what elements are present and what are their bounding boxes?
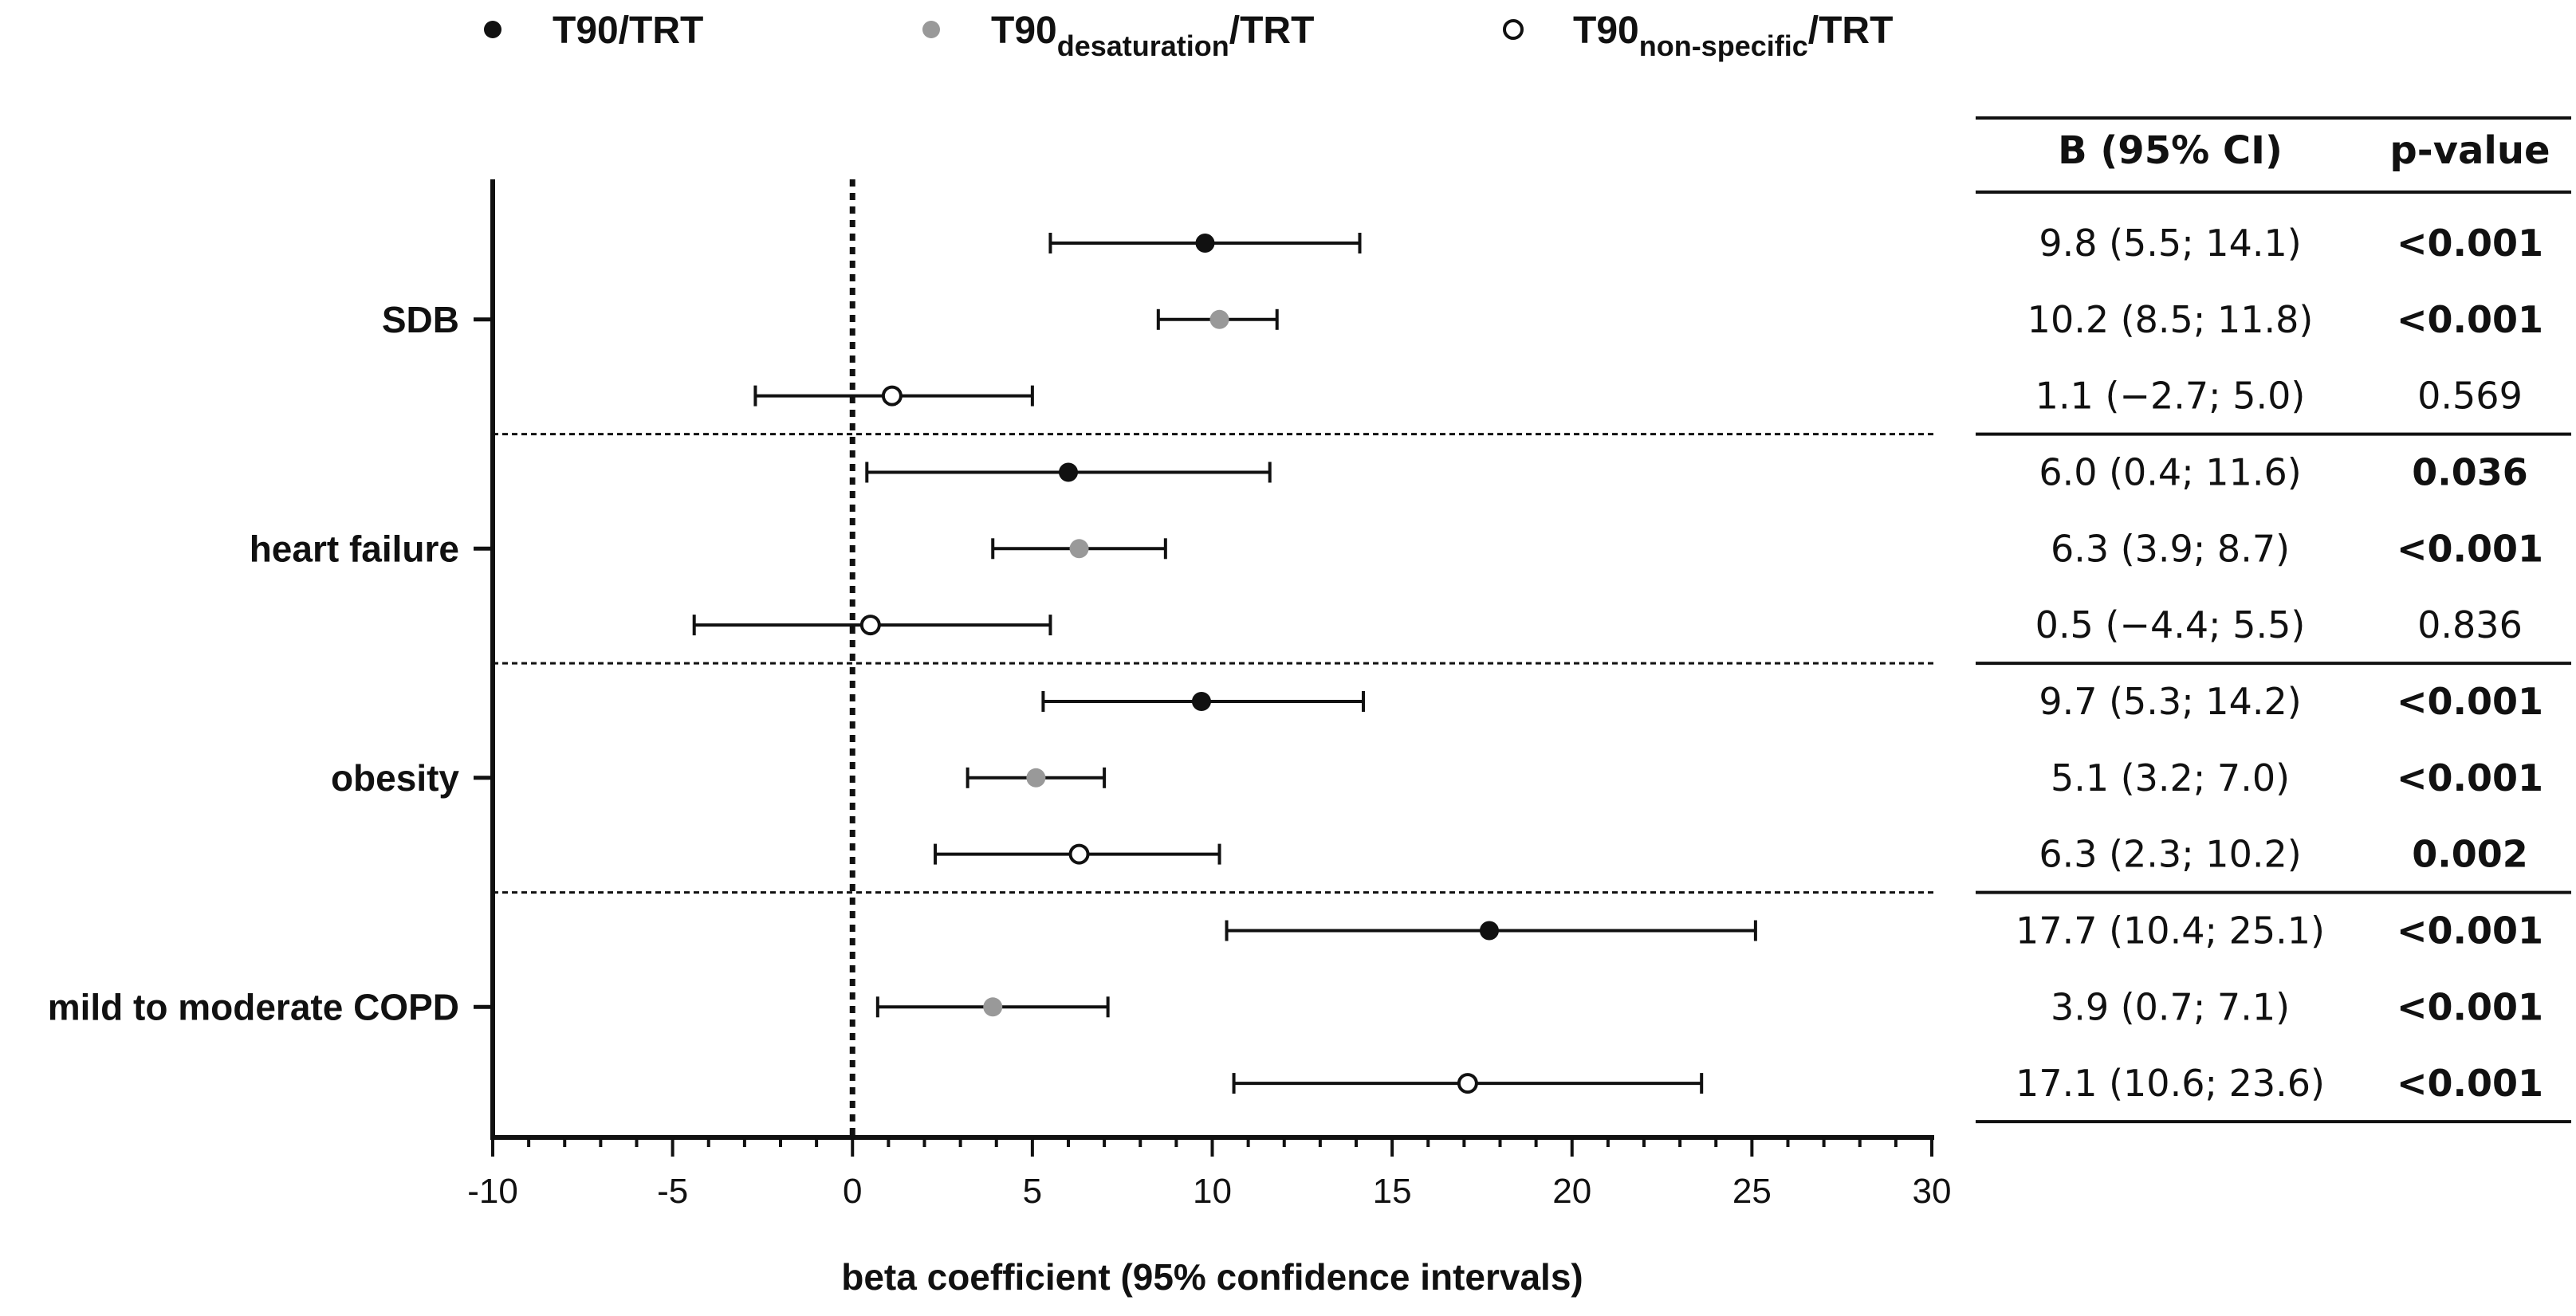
results-table: B (95% CI) p-value 9.8 (5.5; 14.1) <0.001 10… bbox=[1976, 116, 2571, 1124]
legend-label-nonspec: T90non-specific/TRT bbox=[1573, 10, 1893, 62]
ci-row-nonspec bbox=[1232, 1073, 1704, 1094]
group-label: heart failure bbox=[250, 528, 459, 569]
legend-marker-nonspec bbox=[1503, 19, 1524, 40]
table-ci-value: 1.1 (−2.7; 5.0) bbox=[2035, 375, 2306, 418]
table-ci-value: 6.0 (0.4; 11.6) bbox=[2039, 451, 2301, 494]
estimate-point bbox=[1195, 234, 1215, 253]
table-ci-value: 5.1 (3.2; 7.0) bbox=[2051, 756, 2290, 799]
table-p-value: <0.001 bbox=[2397, 222, 2543, 265]
ci-row-t90 bbox=[865, 462, 1272, 483]
legend: T90/TRT T90desaturation/TRT T90non-specifi… bbox=[484, 10, 1893, 62]
x-tick-label: -5 bbox=[657, 1172, 688, 1211]
table-p-value: <0.001 bbox=[2397, 1062, 2543, 1105]
table-header-p: p-value bbox=[2389, 128, 2550, 173]
ci-row-nonspec bbox=[692, 615, 1052, 636]
legend-label-desat: T90desaturation/TRT bbox=[991, 10, 1314, 62]
legend-marker-desat bbox=[922, 21, 940, 38]
group-separators bbox=[493, 433, 1936, 894]
table-ci-value: 17.7 (10.4; 25.1) bbox=[2016, 909, 2325, 953]
estimate-point bbox=[1457, 1073, 1478, 1094]
table-ci-value: 9.7 (5.3; 14.2) bbox=[2039, 680, 2301, 723]
x-tick-label: 10 bbox=[1193, 1172, 1232, 1211]
x-tick-label: 20 bbox=[1552, 1172, 1591, 1211]
group-label: mild to moderate COPD bbox=[48, 986, 459, 1027]
table-p-value: 0.836 bbox=[2417, 603, 2523, 646]
axes: -10 -5 0 5 10 15 20 25 30 beta coefficient (95% c… bbox=[48, 179, 1952, 1298]
x-tick-label: 15 bbox=[1373, 1172, 1412, 1211]
table-p-value: <0.001 bbox=[2397, 909, 2543, 953]
table-ci-value: 0.5 (−4.4; 5.5) bbox=[2035, 603, 2306, 646]
estimate-point bbox=[983, 997, 1003, 1017]
table-ci-value: 10.2 (8.5; 11.8) bbox=[2027, 298, 2314, 341]
table-p-value: 0.569 bbox=[2417, 375, 2523, 418]
group-label: obesity bbox=[331, 757, 459, 799]
table-p-value: <0.001 bbox=[2397, 527, 2543, 570]
ci-row-desat bbox=[991, 538, 1167, 560]
table-p-value: <0.001 bbox=[2397, 985, 2543, 1028]
legend-label-t90: T90/TRT bbox=[553, 10, 703, 52]
table-p-value: <0.001 bbox=[2397, 756, 2543, 799]
table-p-value: <0.001 bbox=[2397, 680, 2543, 723]
estimate-point bbox=[1479, 921, 1499, 941]
x-tick-label: 25 bbox=[1732, 1172, 1772, 1211]
estimate-point bbox=[1069, 539, 1089, 559]
x-axis-title: beta coefficient (95% confidence interva… bbox=[841, 1256, 1583, 1298]
x-tick-label: 30 bbox=[1913, 1172, 1952, 1211]
x-tick-label: 0 bbox=[843, 1172, 862, 1211]
table-p-value: 0.036 bbox=[2412, 451, 2528, 494]
table-ci-value: 3.9 (0.7; 7.1) bbox=[2051, 985, 2290, 1028]
ci-row-t90 bbox=[1041, 691, 1366, 712]
estimate-point bbox=[1209, 309, 1229, 329]
table-ci-value: 6.3 (3.9; 8.7) bbox=[2051, 527, 2290, 570]
estimate-point bbox=[859, 615, 881, 636]
estimate-point bbox=[1026, 768, 1046, 788]
table-ci-value: 17.1 (10.6; 23.6) bbox=[2016, 1062, 2325, 1105]
estimate-point bbox=[1191, 692, 1211, 711]
ci-row-desat bbox=[966, 767, 1107, 788]
table-ci-value: 6.3 (2.3; 10.2) bbox=[2039, 833, 2301, 876]
estimate-point bbox=[1059, 462, 1078, 482]
ci-row-desat bbox=[1156, 308, 1279, 330]
ci-row-nonspec bbox=[753, 385, 1034, 407]
table-header-ci: B (95% CI) bbox=[2058, 128, 2283, 173]
table-p-value: 0.002 bbox=[2412, 833, 2528, 876]
series-marks bbox=[692, 233, 1757, 1094]
ci-row-nonspec bbox=[934, 843, 1221, 865]
ci-row-t90 bbox=[1225, 920, 1757, 941]
estimate-point bbox=[1068, 843, 1090, 865]
table-p-value: <0.001 bbox=[2397, 298, 2543, 341]
x-tick-label: 5 bbox=[1023, 1172, 1042, 1211]
table-ci-value: 9.8 (5.5; 14.1) bbox=[2039, 222, 2301, 265]
ci-row-t90 bbox=[1048, 233, 1362, 253]
estimate-point bbox=[881, 385, 903, 407]
ci-row-desat bbox=[875, 996, 1110, 1018]
x-tick-label: -10 bbox=[467, 1172, 518, 1211]
group-label: SDB bbox=[382, 299, 459, 340]
legend-marker-t90 bbox=[484, 21, 501, 38]
